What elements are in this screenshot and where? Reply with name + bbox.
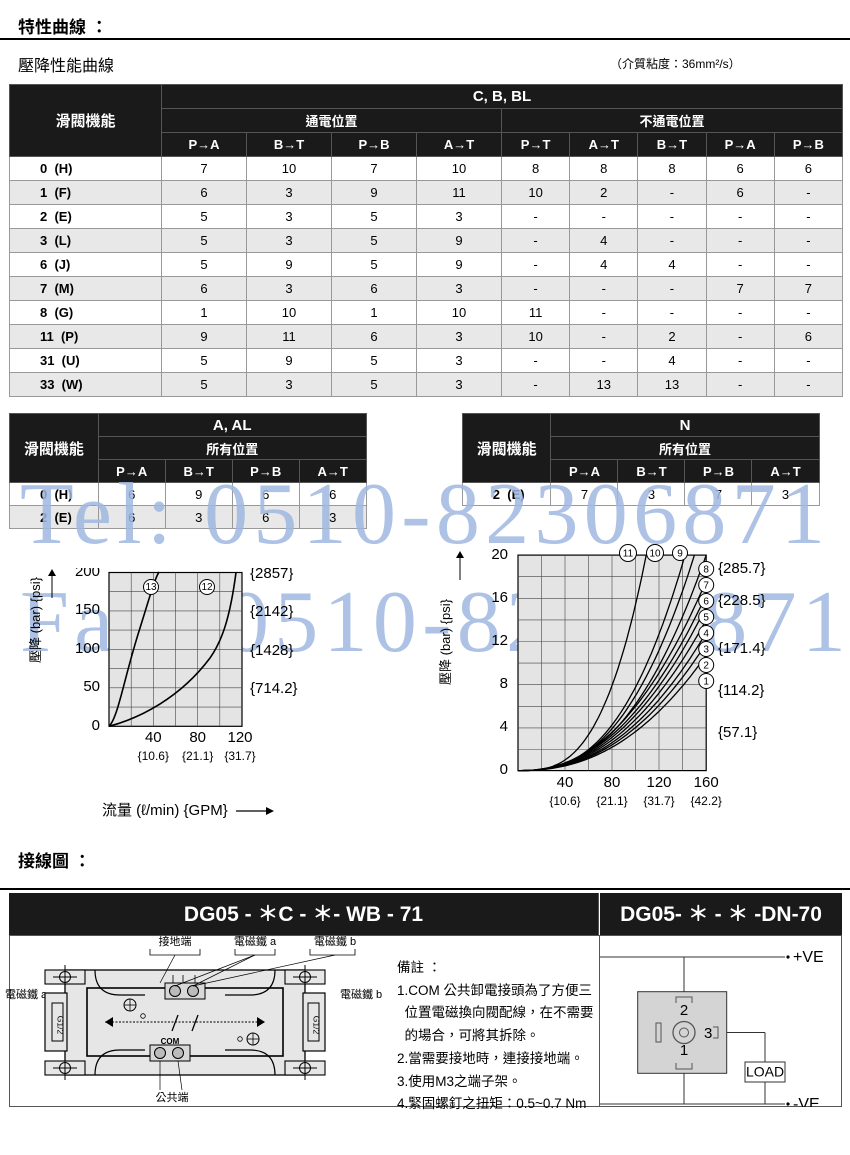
svg-text:{57.1}: {57.1} xyxy=(718,724,757,741)
svg-text:0: 0 xyxy=(500,761,508,778)
svg-text:{114.2}: {114.2} xyxy=(718,682,764,699)
svg-text:電磁鐵 b: 電磁鐵 b xyxy=(314,935,356,948)
svg-text:50: 50 xyxy=(83,678,100,695)
svg-text:{2857}: {2857} xyxy=(250,568,293,582)
svg-text:{228.5}: {228.5} xyxy=(718,592,766,609)
svg-text:80: 80 xyxy=(189,729,206,746)
svg-text:8: 8 xyxy=(703,565,709,576)
svg-text:4: 4 xyxy=(703,629,709,640)
svg-text:1: 1 xyxy=(680,1042,688,1059)
svg-text:2: 2 xyxy=(703,661,709,672)
svg-text:{31.7}: {31.7} xyxy=(224,749,255,763)
svg-text:9: 9 xyxy=(677,549,683,560)
svg-text:3: 3 xyxy=(703,645,709,656)
svg-text:流量 (ℓ/min) {GPM}: 流量 (ℓ/min) {GPM} xyxy=(102,802,228,819)
svg-text:電磁鐵 a: 電磁鐵 a xyxy=(5,987,48,1001)
svg-text:40: 40 xyxy=(145,729,162,746)
svg-text:LOAD: LOAD xyxy=(746,1064,784,1080)
svg-text:{10.6}: {10.6} xyxy=(549,794,580,808)
svg-text:4: 4 xyxy=(500,718,508,735)
svg-text:G1/2: G1/2 xyxy=(312,1016,322,1035)
svg-text:公共端: 公共端 xyxy=(156,1091,189,1104)
svg-text:5: 5 xyxy=(703,613,709,624)
svg-text:6: 6 xyxy=(703,597,709,608)
svg-text:3: 3 xyxy=(704,1025,712,1042)
svg-text:40: 40 xyxy=(557,774,574,791)
svg-text:電磁鐵 b: 電磁鐵 b xyxy=(340,987,382,1001)
svg-text:{42.2}: {42.2} xyxy=(691,794,722,808)
svg-text:2: 2 xyxy=(680,1002,688,1019)
svg-text:8: 8 xyxy=(500,675,508,692)
svg-text:7: 7 xyxy=(703,581,709,592)
svg-text:壓降 (bar) {psi}: 壓降 (bar) {psi} xyxy=(28,576,43,663)
svg-text:1: 1 xyxy=(703,677,709,688)
svg-text:{285.7}: {285.7} xyxy=(718,560,766,577)
svg-text:100: 100 xyxy=(75,640,100,657)
svg-text:{21.1}: {21.1} xyxy=(182,749,213,763)
svg-text:120: 120 xyxy=(227,729,252,746)
svg-text:{2142}: {2142} xyxy=(250,603,293,620)
svg-text:150: 150 xyxy=(75,601,100,618)
svg-text:12: 12 xyxy=(201,582,213,593)
svg-text:120: 120 xyxy=(646,774,671,791)
svg-text:COM: COM xyxy=(161,1037,180,1046)
svg-text:12: 12 xyxy=(491,632,508,649)
svg-text:16: 16 xyxy=(491,589,508,606)
svg-text:{714.2}: {714.2} xyxy=(250,680,298,697)
svg-text:0: 0 xyxy=(92,717,100,734)
svg-text:{21.1}: {21.1} xyxy=(596,794,627,808)
svg-text:80: 80 xyxy=(604,774,621,791)
svg-text:{1428}: {1428} xyxy=(250,642,293,659)
svg-text:160: 160 xyxy=(694,774,719,791)
svg-text:壓降 (bar) {psi}: 壓降 (bar) {psi} xyxy=(438,598,453,685)
svg-text:{171.4}: {171.4} xyxy=(718,640,766,657)
svg-text:接地端: 接地端 xyxy=(159,935,192,948)
svg-text:-VE: -VE xyxy=(793,1096,820,1107)
svg-text:200: 200 xyxy=(75,568,100,580)
svg-text:G1/2: G1/2 xyxy=(56,1016,66,1035)
svg-text:{31.7}: {31.7} xyxy=(643,794,674,808)
svg-text:20: 20 xyxy=(491,546,508,563)
svg-text:10: 10 xyxy=(649,549,661,560)
svg-text:+VE: +VE xyxy=(793,949,824,966)
svg-text:13: 13 xyxy=(145,582,157,593)
svg-text:11: 11 xyxy=(623,549,634,560)
svg-text:{10.6}: {10.6} xyxy=(138,749,169,763)
svg-text:電磁鐵 a: 電磁鐵 a xyxy=(234,935,277,948)
